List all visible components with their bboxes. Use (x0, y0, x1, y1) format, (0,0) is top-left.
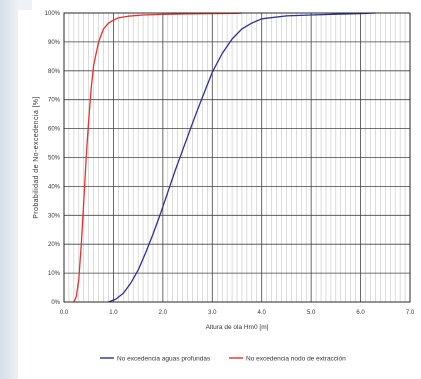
legend-label-aguas-profundas: No excedencia aguas profundas (117, 355, 211, 362)
y-tick-label: 70% (48, 98, 61, 104)
x-tick-label: 5.0 (307, 310, 316, 316)
x-tick-label: 2.0 (159, 310, 168, 316)
x-axis-label: Altura de ola Hm0 [m] (206, 324, 269, 331)
y-tick-label: 100% (45, 11, 61, 17)
x-tick-label: 6.0 (356, 310, 365, 316)
y-axis-label: Probabilidad de No-excedencia [%] (33, 96, 40, 219)
legend: No excedencia aguas profundas No exceden… (100, 355, 346, 362)
x-tick-label: 1.0 (109, 310, 118, 316)
y-tick-label: 80% (48, 69, 61, 75)
y-tick-label: 10% (48, 271, 61, 277)
x-tick-label: 4.0 (258, 310, 267, 316)
plot-frame (63, 12, 411, 303)
series-line-nodo-extraccion (73, 12, 242, 303)
y-tick-label: 50% (48, 156, 61, 162)
y-tick-label: 0% (51, 300, 60, 306)
side-strip-top (18, 0, 32, 10)
grid (63, 12, 411, 303)
side-strip (0, 0, 18, 379)
series-line-aguas-profundas (108, 12, 376, 303)
y-tick-label: 60% (48, 127, 61, 133)
y-tick-label: 40% (48, 184, 61, 190)
x-tick-labels: 0.0 1.0 2.0 3.0 4.0 5.0 6.0 7.0 (60, 310, 415, 316)
x-tick-label: 0.0 (60, 310, 69, 316)
y-tick-label: 90% (48, 40, 61, 46)
legend-label-nodo-extraccion: No excedencia nodo de extracción (246, 355, 346, 362)
x-tick-label: 7.0 (406, 310, 415, 316)
y-tick-label: 20% (48, 242, 61, 248)
y-tick-label: 30% (48, 213, 61, 219)
y-tick-labels: 0% 10% 20% 30% 40% 50% 60% 70% 80% 90% 100% (45, 11, 61, 306)
x-tick-label: 3.0 (208, 310, 217, 316)
series-layer (73, 12, 376, 303)
